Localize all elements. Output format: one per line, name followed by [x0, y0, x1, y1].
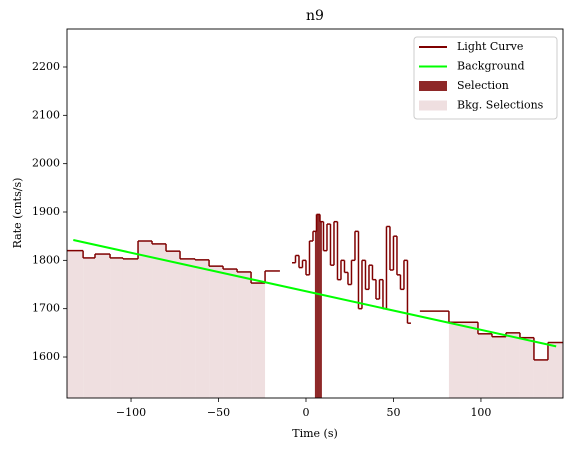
bkg-selection — [166, 251, 181, 398]
x-tick-label: 100 — [470, 406, 491, 419]
selection — [316, 214, 320, 398]
legend-label: Selection — [457, 79, 509, 92]
bkg-selection — [195, 259, 210, 398]
x-tick-label: 0 — [302, 406, 309, 419]
bkg-selection — [180, 258, 196, 398]
bkg-selection — [547, 342, 563, 398]
legend-label: Background — [457, 60, 525, 73]
x-axis-label: Time (s) — [292, 427, 338, 440]
background-line — [73, 239, 557, 348]
selection — [319, 221, 322, 398]
legend-swatch — [419, 81, 447, 91]
bkg-selection — [519, 337, 534, 398]
legend: Light Curve Background Selection Bkg. Selec… — [413, 36, 558, 120]
bkg-selection — [122, 258, 139, 398]
bkg-selection — [251, 283, 266, 398]
chart-title: n9 — [306, 8, 324, 24]
x-tick-label: 50 — [386, 406, 400, 419]
y-tick-label: 1800 — [32, 253, 60, 266]
bkg-selection — [67, 250, 84, 398]
legend-box — [413, 36, 558, 120]
bkg-selection — [491, 336, 506, 398]
legend-label: Bkg. Selections — [457, 99, 544, 112]
y-tick-label: 1600 — [32, 350, 60, 363]
y-tick-label: 2200 — [32, 60, 60, 73]
bkg-selection — [152, 243, 167, 398]
bkg-selection — [223, 269, 238, 398]
legend-swatch — [419, 100, 447, 111]
y-tick-label: 2000 — [32, 157, 60, 170]
bkg-selection — [138, 241, 153, 398]
bkg-selection — [110, 257, 123, 398]
bkg-selection — [533, 359, 548, 398]
bkg-selection — [505, 332, 520, 398]
plot-area — [67, 213, 563, 398]
bkg-selection — [94, 254, 111, 398]
y-axis-label: Rate (cnts/s) — [11, 178, 24, 249]
bkg-selection — [83, 257, 95, 398]
legend-label: Light Curve — [457, 40, 523, 53]
bkg-selection — [209, 266, 224, 398]
bkg-selection — [448, 322, 478, 398]
y-tick-label: 2100 — [32, 108, 60, 121]
bkg-selection — [477, 333, 492, 398]
y-tick-label: 1700 — [32, 302, 60, 315]
y-tick-label: 1900 — [32, 205, 60, 218]
x-tick-label: −50 — [207, 406, 230, 419]
axes-frame — [66, 28, 564, 399]
bkg-selection — [237, 271, 252, 398]
selection — [314, 231, 317, 398]
x-tick-label: −100 — [116, 406, 146, 419]
